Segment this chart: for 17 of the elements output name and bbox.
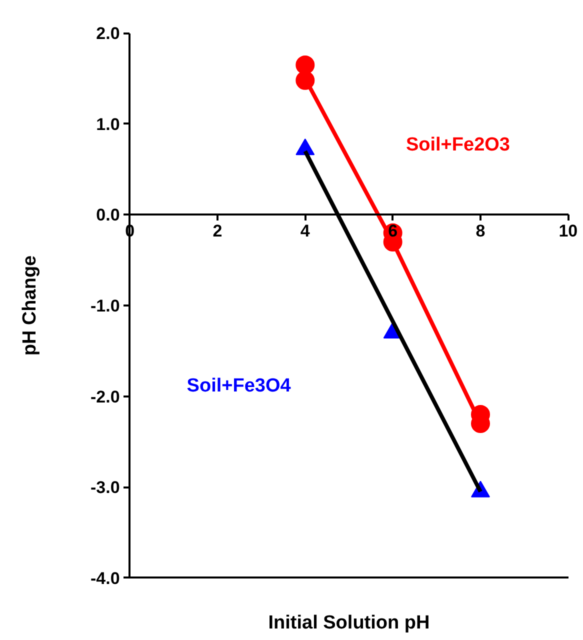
x-tick-label: 6 [388,222,398,241]
y-tick-label: -1.0 [90,296,120,316]
point [296,55,315,74]
y-tick-label: -4.0 [90,568,120,588]
text: Soil+Fe2O3 [406,134,510,156]
y-tick-label: 2.0 [96,24,120,44]
x-tick-label: 2 [212,222,222,241]
x-tick-label: 10 [558,222,578,241]
y-tick-label: -3.0 [90,478,120,498]
y-tick-label: -2.0 [90,387,120,406]
x-axis-title: Initial Solution pH [268,612,430,634]
x-tick-label: 8 [476,222,486,241]
y-tick-label: 0.0 [96,206,120,225]
text: Soil+Fe3O4 [186,375,292,396]
y-axis-title: pH Change [19,255,40,356]
x-tick-label: 4 [300,222,310,241]
y-tick-label: 1.0 [96,114,120,134]
